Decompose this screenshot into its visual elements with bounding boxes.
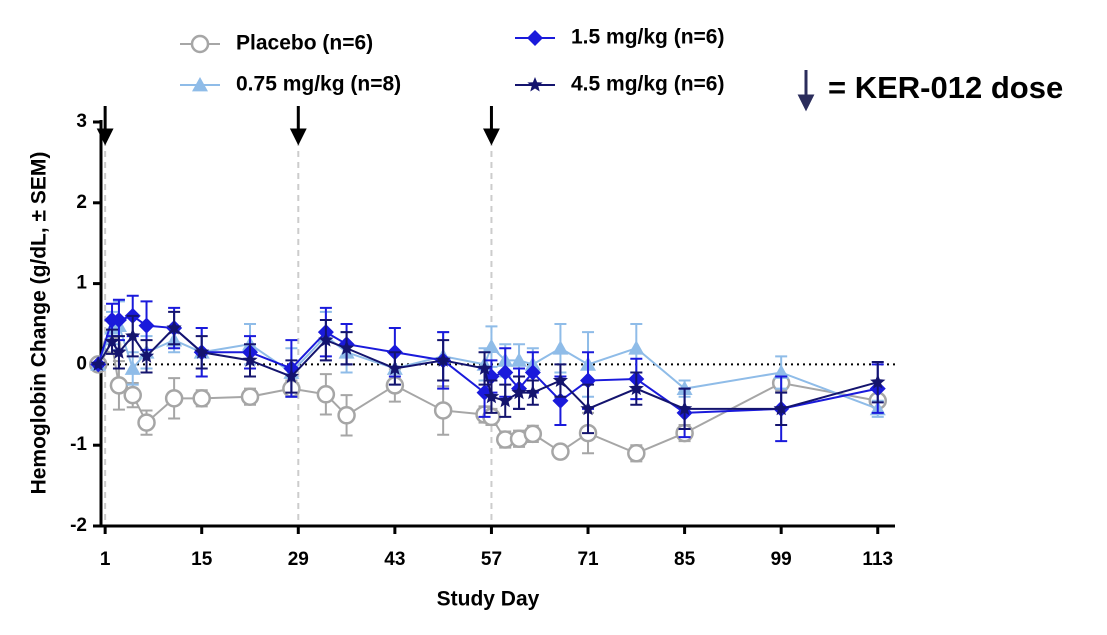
- dose-arrow: [483, 106, 500, 146]
- data-point: [110, 311, 127, 328]
- legend-label: Placebo (n=6): [236, 32, 373, 55]
- data-point: [124, 360, 141, 375]
- data-point: [523, 424, 543, 444]
- data-point: [627, 444, 646, 463]
- data-point: [870, 374, 886, 389]
- data-point: [483, 388, 500, 404]
- x-tick-label: 85: [674, 549, 696, 570]
- legend-marker: [190, 34, 210, 54]
- data-point: [125, 328, 141, 343]
- y-axis-label: Hemoglobin Change (g/dL, ± SEM): [28, 152, 51, 495]
- data-point: [337, 406, 356, 425]
- data-point: [524, 364, 541, 381]
- legend-label: 1.5 mg/kg (n=6): [571, 26, 724, 49]
- legend-label: 4.5 mg/kg (n=6): [571, 73, 724, 96]
- data-point: [580, 400, 596, 416]
- data-point: [773, 400, 789, 416]
- data-point: [552, 372, 568, 387]
- data-point: [194, 344, 210, 359]
- x-tick-label: 113: [862, 549, 893, 570]
- data-point: [318, 332, 334, 347]
- data-point: [104, 333, 120, 349]
- data-point: [511, 384, 527, 400]
- data-point: [433, 401, 453, 420]
- data-point: [483, 338, 500, 354]
- data-point: [773, 364, 790, 379]
- data-point: [497, 364, 514, 381]
- data-point: [677, 400, 693, 416]
- data-point: [497, 392, 513, 408]
- series-line: [97, 326, 879, 411]
- data-point: [123, 385, 142, 405]
- x-tick-label: 29: [288, 549, 309, 570]
- data-point: [164, 389, 184, 408]
- y-tick-label: -1: [70, 434, 87, 455]
- x-tick-label: 57: [481, 549, 502, 570]
- y-tick-label: 0: [76, 353, 87, 374]
- legend-dose-arrow: [797, 70, 815, 112]
- data-point: [166, 320, 182, 335]
- y-tick-label: 1: [76, 273, 87, 294]
- x-axis-label: Study Day: [437, 588, 540, 611]
- data-point: [192, 389, 211, 408]
- x-tick-label: 15: [191, 549, 213, 570]
- x-tick-label: 1: [100, 549, 111, 570]
- data-point: [552, 340, 569, 355]
- data-point: [242, 352, 258, 367]
- legend-label: 0.75 mg/kg (n=8): [236, 73, 401, 96]
- data-point: [476, 360, 493, 375]
- y-tick-label: -2: [70, 515, 87, 536]
- data-point: [551, 442, 570, 461]
- legend-dose-label: = KER-012 dose: [828, 70, 1063, 105]
- data-point: [435, 352, 451, 367]
- x-tick-label: 99: [771, 549, 792, 570]
- x-tick-label: 43: [384, 549, 405, 570]
- legend-marker: [192, 77, 208, 92]
- y-tick-label: 3: [76, 111, 87, 132]
- dose-arrow: [289, 106, 307, 146]
- data-point: [111, 344, 127, 359]
- data-point: [339, 340, 355, 355]
- data-point: [628, 340, 645, 355]
- data-point: [316, 385, 336, 404]
- legend-marker: [527, 30, 543, 46]
- data-point: [628, 380, 644, 396]
- data-point: [525, 384, 541, 400]
- data-point: [90, 356, 106, 371]
- data-point: [137, 413, 156, 432]
- y-tick-label: 2: [76, 192, 87, 213]
- data-point: [138, 348, 155, 363]
- data-point: [283, 368, 299, 383]
- x-tick-label: 71: [577, 549, 599, 570]
- data-point: [387, 360, 403, 375]
- data-point: [511, 352, 528, 367]
- data-point: [240, 387, 260, 406]
- data-point: [138, 317, 155, 334]
- legend-marker: [527, 77, 543, 92]
